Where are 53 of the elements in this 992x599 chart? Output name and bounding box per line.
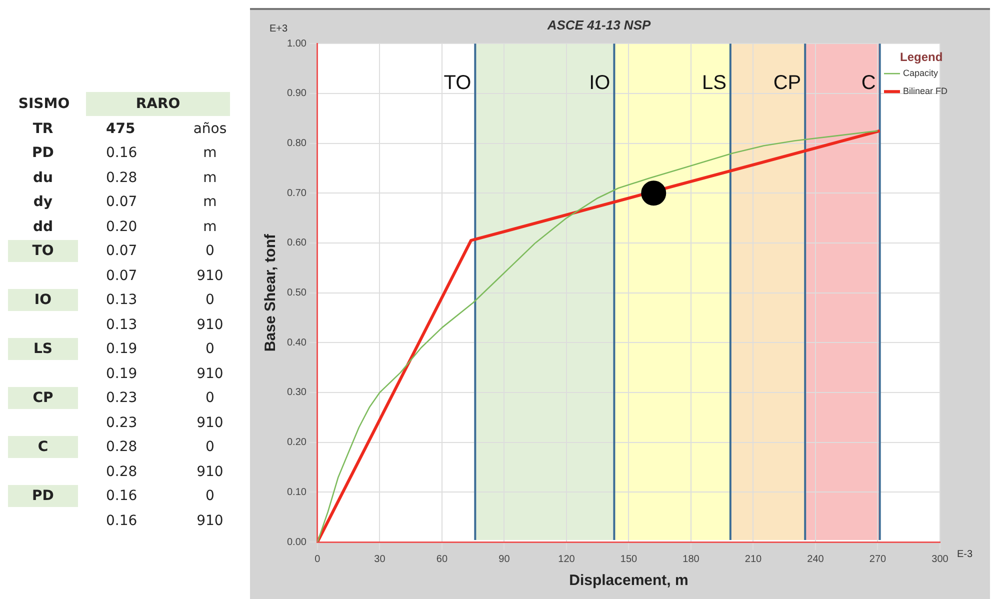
x-tick-label: 270: [869, 554, 887, 565]
legend-label: Bilinear FD: [903, 86, 948, 96]
y-tick-label: 0.20: [286, 437, 307, 448]
x-axis-title: Displacement, m: [569, 572, 688, 590]
text: dd 0.20 m: [32, 218, 217, 235]
ref-line-label: LS: [702, 72, 726, 94]
y-tick-label: 0.30: [286, 387, 307, 398]
x-tick-label: 240: [807, 554, 824, 565]
text: PD 0.16 0: [32, 488, 214, 504]
y-tick-label: 1.00: [286, 38, 307, 50]
x-tick-label: 30: [374, 554, 386, 565]
text: LS 0.19 0: [33, 341, 214, 358]
text: 0.07 910: [106, 268, 224, 284]
text: du 0.28 m: [32, 170, 217, 186]
x-tick-label: 120: [558, 554, 576, 565]
text: dy 0.07 m: [33, 194, 217, 210]
y-tick-label: 0.60: [286, 238, 307, 249]
y-tick-label: 0.00: [286, 536, 307, 548]
text: E+3: [269, 23, 288, 34]
legend-label: Capacity: [903, 68, 939, 78]
legend-title: Legend: [900, 50, 943, 64]
text: TR 475 años: [32, 120, 227, 137]
text: C 0.28 0: [38, 439, 214, 456]
text: 0.19 910: [106, 366, 224, 382]
y-tick-label: 0.80: [286, 138, 307, 150]
text: E-3: [957, 548, 973, 560]
y-tick-label: 0.40: [286, 337, 307, 348]
text: CP 0.23 0: [32, 390, 214, 406]
y-axis-title: Base Shear, tonf: [262, 233, 280, 352]
x-tick-label: 300: [932, 554, 949, 565]
y-tick-label: 0.70: [286, 188, 307, 199]
y-tick-label: 0.90: [286, 88, 307, 100]
x-tick-label: 150: [620, 554, 638, 565]
y-tick-label: 0.10: [286, 486, 307, 498]
x-tick-label: 0: [314, 554, 321, 565]
ref-line-label: TO: [444, 72, 472, 94]
text: TO 0.07 0: [32, 243, 214, 260]
text: 0.13 910: [106, 316, 224, 333]
ref-line-label: C: [861, 72, 876, 94]
text: IO 0.13 0: [34, 292, 214, 308]
text: PD 0.16 m: [32, 145, 217, 162]
chart-title: ASCE 41-13 NSP: [546, 17, 651, 32]
text: 0.23 910: [106, 414, 224, 431]
text: 0.16 910: [106, 512, 224, 529]
x-tick-label: 210: [744, 554, 762, 565]
ref-line-label: IO: [589, 72, 610, 94]
x-tick-label: 180: [682, 554, 700, 565]
y-tick-label: 0.50: [286, 288, 307, 299]
text: 0.28 910: [106, 464, 224, 480]
ref-line-label: CP: [773, 72, 802, 94]
x-tick-label: 90: [498, 554, 510, 565]
x-tick-label: 60: [436, 554, 448, 565]
text: SISMO RARO: [18, 96, 180, 112]
